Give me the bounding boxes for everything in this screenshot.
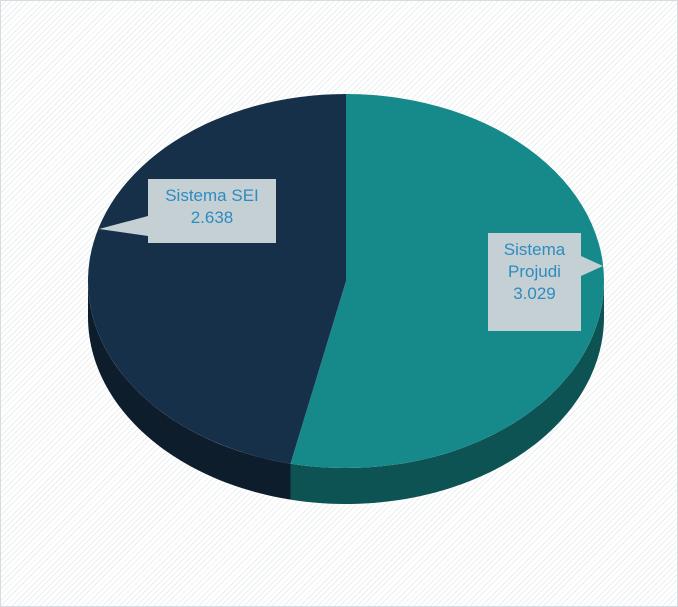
pie-slice [290, 94, 604, 468]
slice-side [290, 281, 604, 504]
data-label: Sistema Projudi 3.029 [488, 233, 581, 331]
callout-pointer [99, 216, 148, 236]
data-label: Sistema SEI 2.638 [148, 179, 276, 243]
label-value: 3.029 [513, 284, 556, 303]
label-category: Sistema Projudi [503, 240, 566, 281]
callout-pointer [581, 256, 603, 276]
slice-side [88, 281, 291, 500]
label-value: 2.638 [190, 208, 234, 227]
label-category: Sistema SEI [165, 186, 259, 205]
